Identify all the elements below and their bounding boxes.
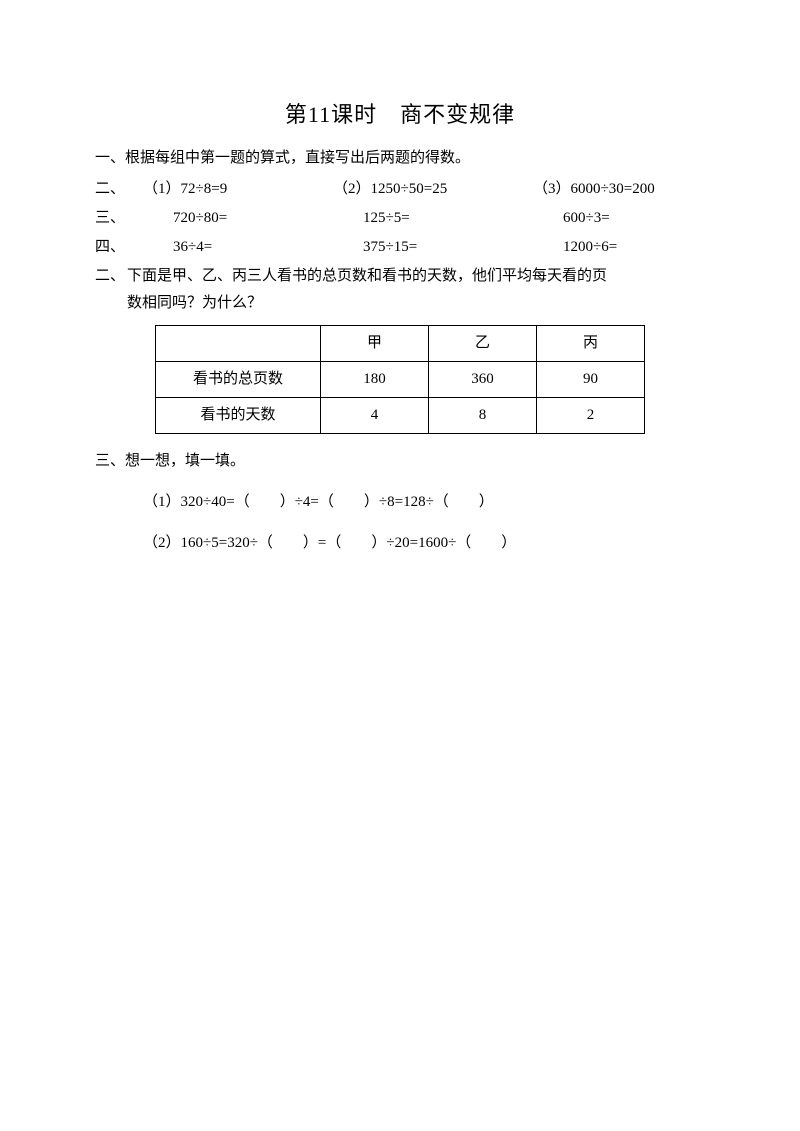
q1-row1-label: 二、 — [95, 176, 143, 203]
q1-row1-c2: （2）1250÷50=25 — [333, 176, 533, 203]
table-header-3: 丙 — [537, 325, 645, 361]
table-cell: 4 — [321, 397, 429, 433]
table-row: 看书的天数 4 8 2 — [156, 397, 645, 433]
table-cell: 看书的总页数 — [156, 361, 321, 397]
q1-row3-c1: 36÷4= — [143, 234, 333, 261]
q2-table: 甲 乙 丙 看书的总页数 180 360 90 看书的天数 4 8 2 — [155, 325, 645, 434]
table-cell: 看书的天数 — [156, 397, 321, 433]
q1-row2-c3: 600÷3= — [533, 205, 705, 232]
table-cell: 8 — [429, 397, 537, 433]
q1-row3: 四、 36÷4= 375÷15= 1200÷6= — [95, 234, 705, 261]
q1-row3-c3: 1200÷6= — [533, 234, 705, 261]
page-title: 第11课时 商不变规律 — [95, 95, 705, 135]
q1-row1-c3: （3）6000÷30=200 — [533, 176, 705, 203]
table-header-1: 甲 — [321, 325, 429, 361]
q1-row2-label: 三、 — [95, 205, 143, 232]
q2-text2: 数相同吗？为什么？ — [127, 290, 705, 317]
q1-row3-label: 四、 — [95, 234, 143, 261]
table-header-row: 甲 乙 丙 — [156, 325, 645, 361]
q2-text1: 下面是甲、乙、丙三人看书的总页数和看书的天数，他们平均每天看的页 — [127, 263, 607, 290]
q3-line1: （1）320÷40=（ ）÷4=（ ）÷8=128÷（ ） — [143, 489, 705, 516]
q1-row1: 二、 （1）72÷8=9 （2）1250÷50=25 （3）6000÷30=20… — [95, 176, 705, 203]
q2-line1: 二、 下面是甲、乙、丙三人看书的总页数和看书的天数，他们平均每天看的页 — [95, 263, 705, 290]
q2-label: 二、 — [95, 263, 127, 290]
table-header-0 — [156, 325, 321, 361]
table-cell: 360 — [429, 361, 537, 397]
q3-line2: （2）160÷5=320÷（ ）=（ ）÷20=1600÷（ ） — [143, 530, 705, 557]
q1-row1-c1: （1）72÷8=9 — [143, 176, 333, 203]
q1-row2-c1: 720÷80= — [143, 205, 333, 232]
q1-row2: 三、 720÷80= 125÷5= 600÷3= — [95, 205, 705, 232]
table-row: 看书的总页数 180 360 90 — [156, 361, 645, 397]
table-cell: 2 — [537, 397, 645, 433]
q1-row3-c2: 375÷15= — [333, 234, 533, 261]
q3-heading: 三、想一想，填一填。 — [95, 448, 705, 475]
table-header-2: 乙 — [429, 325, 537, 361]
q1-heading: 一、根据每组中第一题的算式，直接写出后两题的得数。 — [95, 145, 705, 172]
table-cell: 90 — [537, 361, 645, 397]
q1-row2-c2: 125÷5= — [333, 205, 533, 232]
table-cell: 180 — [321, 361, 429, 397]
